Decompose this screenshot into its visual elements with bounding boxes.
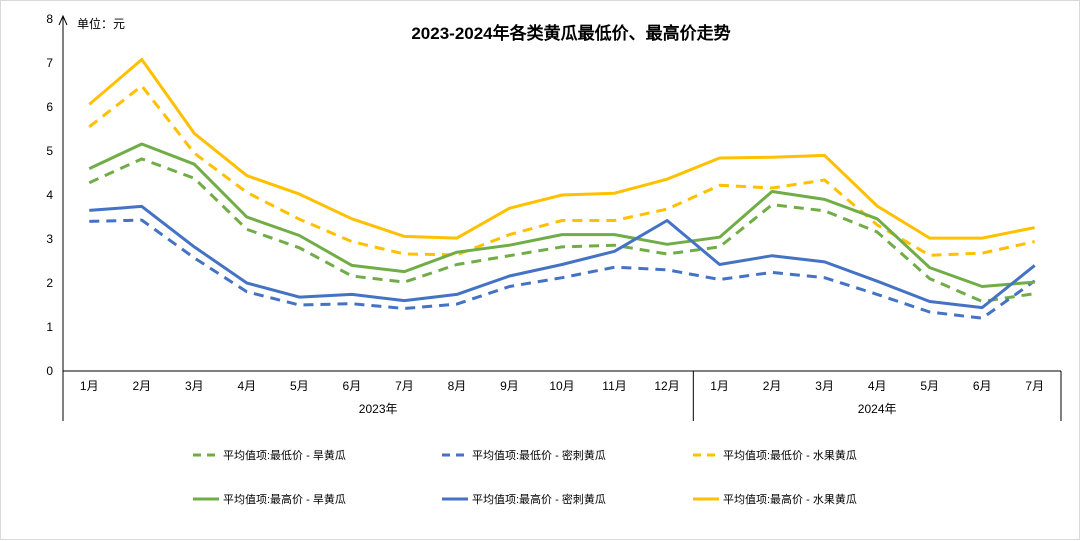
- x-tick-label: 9月: [500, 379, 519, 393]
- chart-title: 2023-2024年各类黄瓜最低价、最高价走势: [411, 23, 730, 43]
- axes: [58, 14, 1062, 421]
- legend-label: 平均值项:最高价 - 密刺黄瓜: [472, 492, 606, 506]
- x-tick-label: 3月: [185, 379, 204, 393]
- x-tick-label: 3月: [815, 379, 834, 393]
- series-line-1: [88, 157, 1035, 303]
- y-tick-label: 2: [46, 276, 53, 290]
- y-tick-label: 6: [46, 100, 53, 114]
- y-axis-label: 单位：元: [77, 16, 125, 31]
- legend-label: 平均值项:最高价 - 旱黄瓜: [223, 492, 346, 506]
- x-tick-label: 2月: [132, 379, 151, 393]
- legend-label: 平均值项:最低价 - 旱黄瓜: [223, 448, 346, 462]
- legend-label: 平均值项:最低价 - 水果黄瓜: [723, 448, 857, 462]
- x-tick-label: 4月: [237, 379, 256, 393]
- x-tick-label: 1月: [80, 379, 99, 393]
- x-tick-label: 8月: [448, 379, 467, 393]
- y-axis-arrow: [58, 14, 68, 26]
- legend: 平均值项:最低价 - 旱黄瓜 平均值项:最低价 - 密刺黄瓜 平均值项:最低价 - …: [193, 448, 857, 506]
- x-tick-label: 5月: [290, 379, 309, 393]
- x-tick-label: 2月: [763, 379, 782, 393]
- x-tick-label: 1月: [710, 379, 729, 393]
- labels: 2023-2024年各类黄瓜最低价、最高价走势 单位：元 0 1 2 3 4 5 6 7 8 1月 2月…: [46, 12, 1044, 416]
- x-tick-label: 5月: [920, 379, 939, 393]
- series-line-2: [89, 218, 1036, 320]
- x-tick-label: 6月: [973, 379, 992, 393]
- x-tick-label: 12月: [654, 379, 679, 393]
- x-tick-label: 7月: [395, 379, 414, 393]
- legend-label: 平均值项:最高价 - 水果黄瓜: [723, 492, 857, 506]
- x-tick-label: 6月: [343, 379, 362, 393]
- legend-label: 平均值项:最低价 - 密刺黄瓜: [472, 448, 606, 462]
- x-tick-label: 4月: [868, 379, 887, 393]
- series-line-3: [88, 84, 1036, 257]
- y-tick-label: 7: [46, 56, 53, 70]
- x-tick-label: 10月: [549, 379, 574, 393]
- series-line-5: [89, 204, 1036, 310]
- y-tick-label: 0: [46, 364, 53, 378]
- y-tick-label: 5: [46, 144, 53, 158]
- year-group-label: 2023年: [359, 402, 398, 416]
- series-line-4: [88, 142, 1035, 288]
- x-tick-label: 7月: [1025, 379, 1044, 393]
- series-layer: [88, 58, 1036, 320]
- y-tick-label: 4: [46, 188, 53, 202]
- year-group-label: 2024年: [858, 402, 897, 416]
- x-tick-label: 11月: [602, 379, 626, 393]
- y-tick-label: 3: [46, 232, 53, 246]
- y-tick-label: 8: [46, 12, 53, 26]
- series-line-6: [88, 58, 1035, 240]
- y-tick-label: 1: [46, 320, 53, 334]
